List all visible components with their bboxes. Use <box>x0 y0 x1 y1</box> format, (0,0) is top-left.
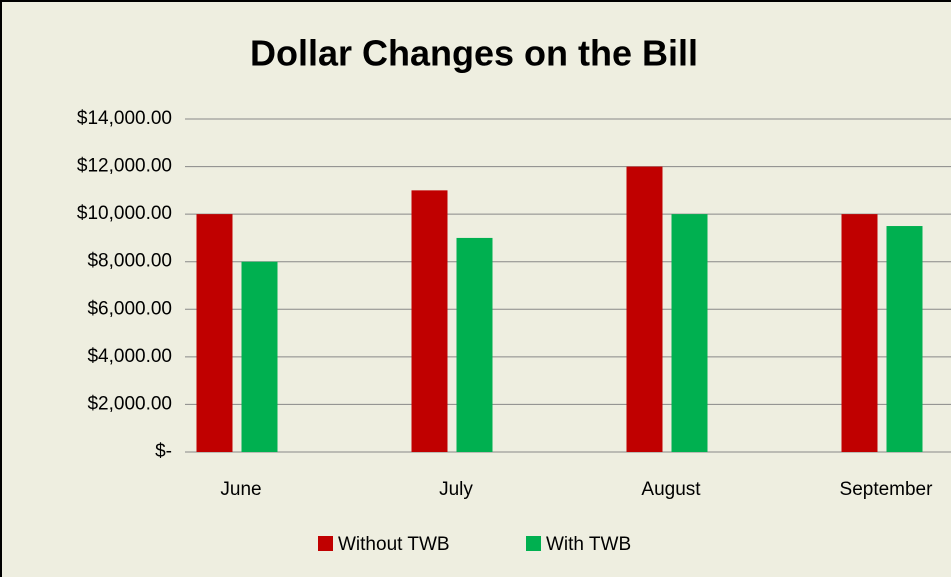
bar <box>241 261 278 452</box>
x-tick-label: September <box>840 479 934 500</box>
y-tick-label: $10,000.00 <box>77 203 172 224</box>
y-tick-label: $- <box>155 441 172 462</box>
y-tick-label: $4,000.00 <box>87 346 172 367</box>
legend-label: Without TWB <box>338 534 450 555</box>
x-tick-label: August <box>641 479 701 500</box>
chart-title: Dollar Changes on the Bill <box>250 33 698 74</box>
y-tick-label: $6,000.00 <box>87 298 172 319</box>
y-tick-label: $14,000.00 <box>77 108 172 129</box>
x-tick-label: June <box>220 479 261 500</box>
bar <box>671 214 708 452</box>
bar <box>626 166 663 453</box>
bar <box>886 226 923 452</box>
y-tick-label: $12,000.00 <box>77 156 172 177</box>
bar <box>196 214 233 452</box>
x-tick-label: July <box>439 479 473 500</box>
legend-swatch <box>526 536 541 551</box>
y-tick-label: $2,000.00 <box>87 393 172 414</box>
bar <box>841 214 878 452</box>
legend-swatch <box>318 536 333 551</box>
y-tick-label: $8,000.00 <box>87 251 172 272</box>
legend-label: With TWB <box>546 534 631 555</box>
bar <box>411 190 448 452</box>
bar <box>456 237 493 452</box>
